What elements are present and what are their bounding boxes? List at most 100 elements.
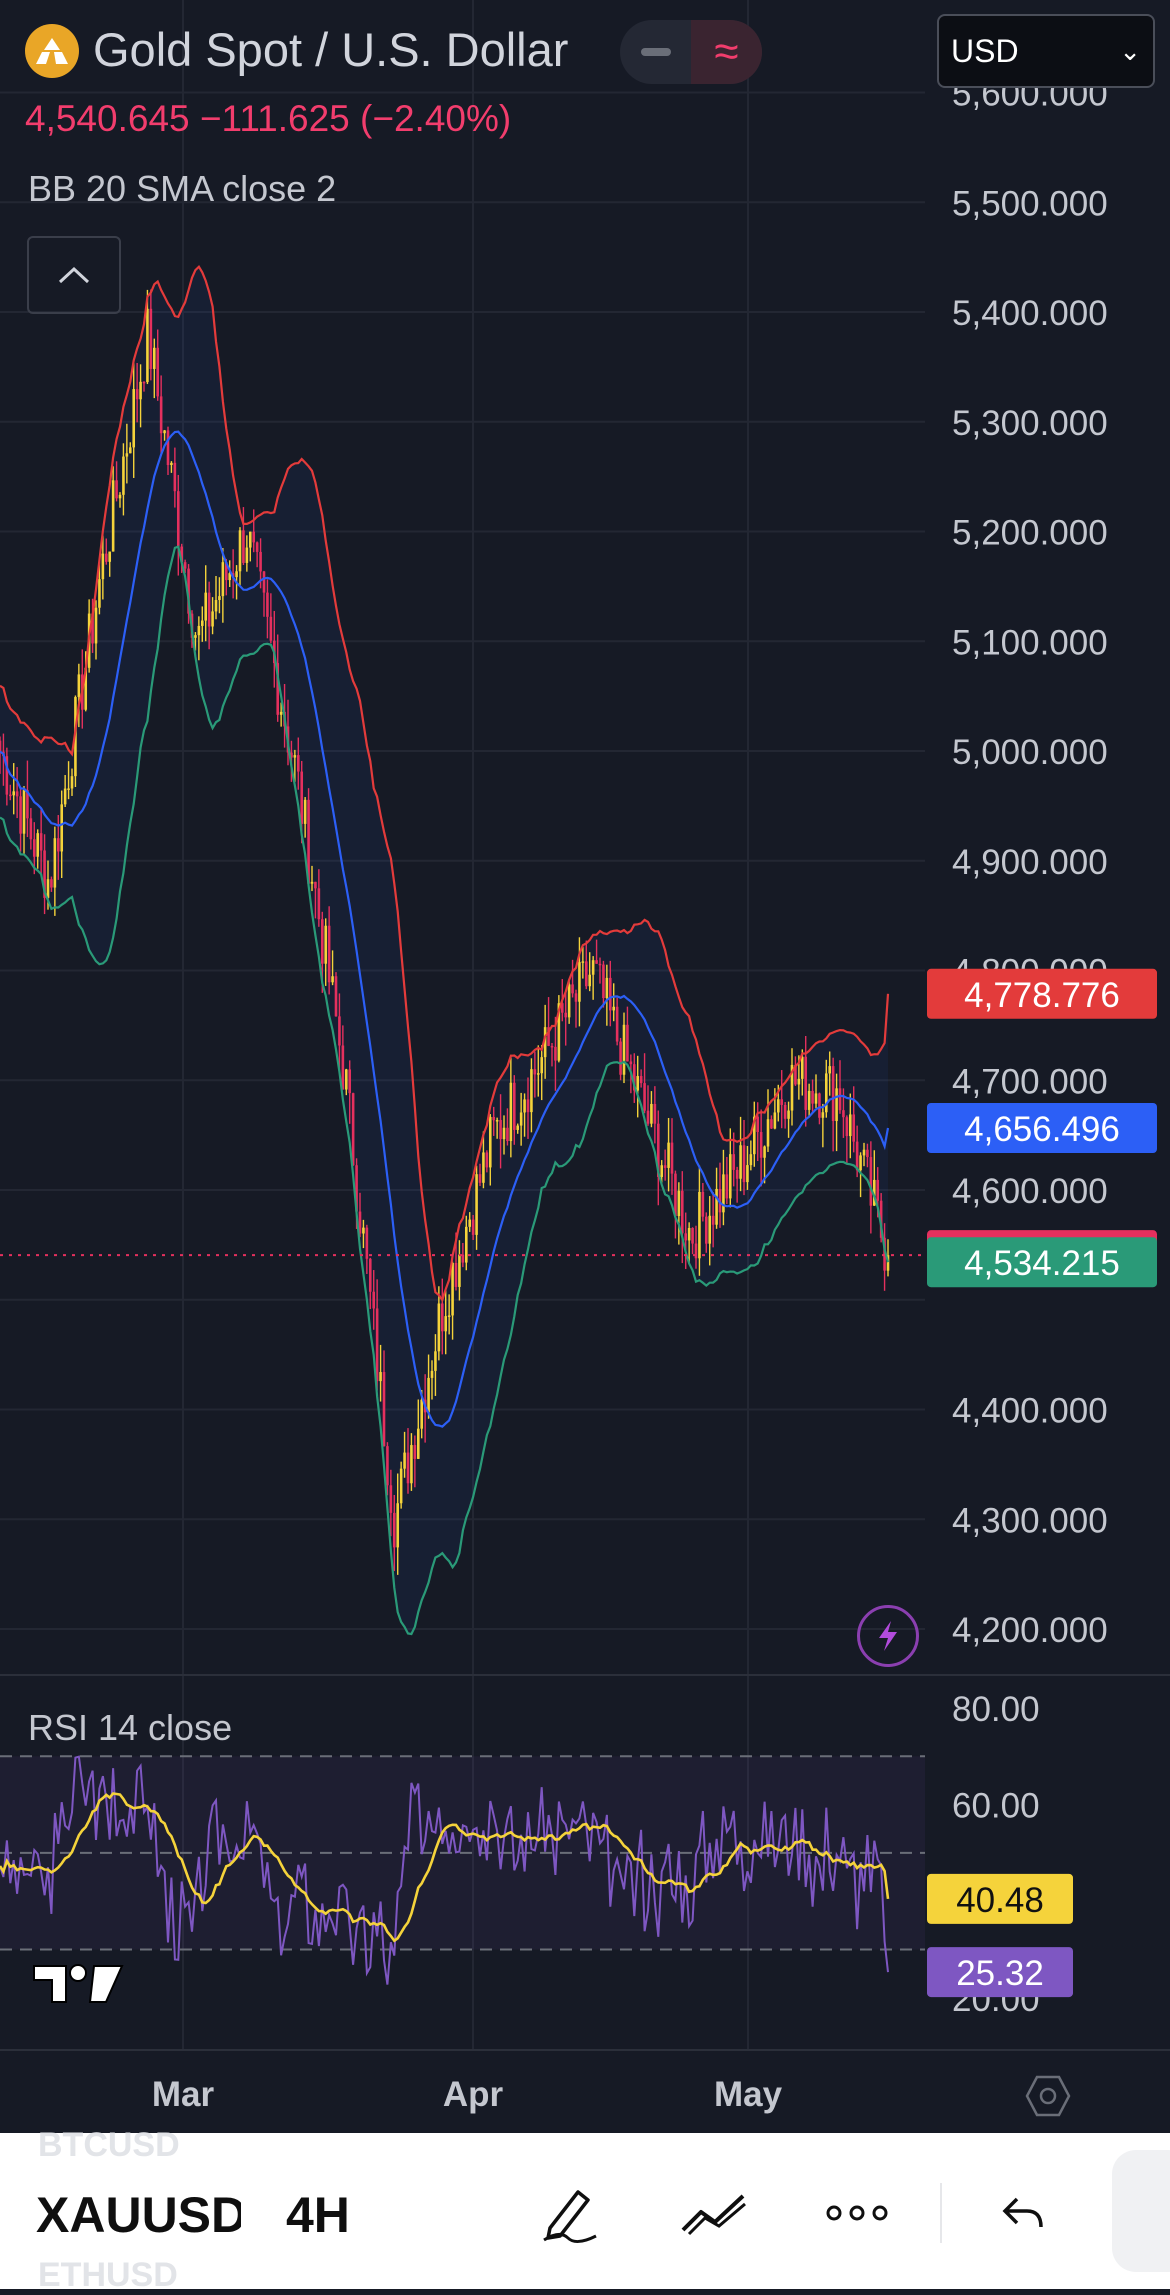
candle-body (451, 1262, 454, 1316)
candle-body (259, 551, 262, 572)
price-tick-label: 5,100.000 (952, 623, 1108, 662)
candle-body (852, 1114, 856, 1142)
candle-body (348, 1069, 352, 1094)
price-tick-label: 4,300.000 (952, 1501, 1108, 1540)
bollinger-indicator-label[interactable]: BB 20 SMA close 2 (28, 168, 337, 209)
trend-tools-icon[interactable] (675, 2178, 753, 2248)
candle-body (159, 396, 163, 434)
rsi-badge-label: 40.48 (956, 1881, 1044, 1920)
wave-icon[interactable]: ≈ (691, 20, 762, 84)
candle-body (872, 1179, 876, 1206)
candle-body (434, 1351, 437, 1371)
candle-body (375, 1308, 379, 1382)
candle-body (440, 1303, 444, 1332)
candle-body (543, 1027, 547, 1058)
candle-body (773, 1112, 777, 1129)
candle-body (711, 1215, 715, 1225)
interval-button[interactable]: 4H (286, 2187, 350, 2243)
candle-series (0, 289, 890, 1575)
more-icon[interactable] (818, 2178, 896, 2248)
candle-body (691, 1228, 694, 1244)
candle-body (763, 1146, 766, 1158)
candle-body (218, 596, 221, 601)
candle-body (800, 1056, 804, 1079)
lightning-icon[interactable] (857, 1605, 919, 1667)
side-panel-tab[interactable] (1112, 2150, 1170, 2272)
settings-hexagon-icon[interactable] (1025, 2073, 1071, 2124)
ticker-current[interactable]: XAUUSD (36, 2187, 241, 2243)
candle-body (804, 1056, 808, 1110)
price-chart[interactable]: 5,600.0005,500.0005,400.0005,300.0005,20… (0, 0, 1170, 2133)
candle-body (728, 1154, 732, 1199)
candle-body (632, 1064, 636, 1091)
candle-body (581, 961, 585, 963)
candle-body (492, 1116, 496, 1121)
candle-body (797, 1078, 801, 1085)
candle-body (831, 1066, 835, 1122)
currency-select[interactable]: USD ⌄ (937, 14, 1155, 88)
candle-body (26, 790, 29, 819)
candle-body (32, 839, 36, 857)
time-axis: Mar Apr May (0, 2049, 1170, 2114)
candle-body (269, 616, 273, 641)
candle-body (471, 1219, 475, 1235)
price-change-percent: (−2.40%) (360, 98, 512, 139)
candle-body (564, 1012, 568, 1018)
candle-body (135, 389, 139, 400)
candle-body (636, 1076, 640, 1091)
candle-body (677, 1190, 681, 1216)
candle-body (396, 1503, 400, 1548)
last-price: 4,540.645 (25, 98, 190, 139)
candle-body (50, 879, 53, 888)
tradingview-logo-icon (32, 1960, 124, 2011)
candle-body (245, 547, 249, 563)
candle-body (238, 530, 242, 572)
candle-body (94, 607, 98, 644)
rsi-tick-label: 80.00 (952, 1690, 1040, 1729)
symbol-title[interactable]: Gold Spot / U.S. Dollar (93, 23, 569, 76)
undo-icon[interactable] (985, 2178, 1063, 2248)
candle-body (646, 1110, 650, 1124)
candle-body (749, 1154, 753, 1166)
candle-body (382, 1372, 386, 1447)
candle-body (235, 571, 238, 578)
bollinger-fill (0, 266, 888, 1635)
candle-body (838, 1088, 842, 1111)
chart-style-toggle[interactable]: ≈ (620, 20, 762, 84)
price-badge-label: 4,778.776 (964, 976, 1120, 1015)
candle-body (122, 456, 125, 495)
ticker-prev[interactable]: BTCUSD (38, 2126, 180, 2164)
candle-body (756, 1116, 760, 1133)
candle-body (629, 1061, 633, 1065)
candle-body (406, 1452, 410, 1484)
price-badge (927, 1237, 1157, 1288)
draw-pen-icon[interactable] (530, 2178, 608, 2248)
candle-body (458, 1254, 461, 1287)
candle-body (266, 592, 269, 617)
candle-body (310, 881, 314, 884)
minus-icon[interactable] (620, 20, 691, 84)
ticker-next[interactable]: ETHUSD (38, 2256, 178, 2294)
collapse-legend-button[interactable] (27, 236, 121, 314)
candle-body (43, 850, 46, 898)
candle-body (656, 1123, 660, 1177)
candle-body (464, 1226, 468, 1263)
candle-body (584, 961, 588, 987)
candle-body (550, 1045, 554, 1048)
candle-body (362, 1227, 365, 1234)
candle-body (67, 788, 70, 790)
candle-body (512, 1082, 516, 1130)
bollinger-band-lines (0, 264, 890, 1636)
candle-body (156, 347, 160, 397)
candle-body (111, 480, 115, 552)
candle-body (639, 1076, 643, 1084)
price-tick-label: 4,900.000 (952, 843, 1108, 882)
price-change: −111.625 (199, 98, 350, 139)
candle-body (413, 1445, 417, 1459)
candle-body (725, 1174, 729, 1199)
candle-body (427, 1377, 430, 1413)
candle-body (595, 960, 598, 964)
price-badge-label: 4,656.496 (964, 1110, 1120, 1149)
candle-body (368, 1258, 372, 1292)
candle-body (588, 974, 592, 987)
